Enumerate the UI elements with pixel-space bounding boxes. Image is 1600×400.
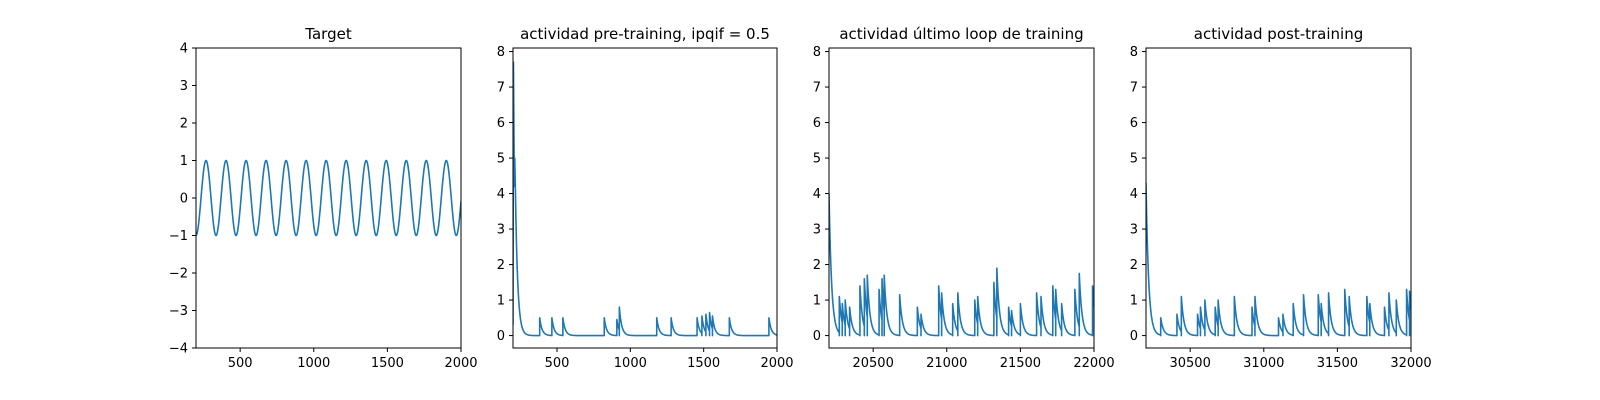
x-tick-label: 30500 <box>1169 356 1210 371</box>
x-tick-label: 21500 <box>1000 356 1041 371</box>
x-tick-label: 21000 <box>926 356 967 371</box>
y-tick-label: 8 <box>813 45 821 60</box>
y-tick-label: 1 <box>180 154 188 169</box>
y-tick-label: 1 <box>813 294 821 309</box>
x-tick-label: 2000 <box>760 356 793 371</box>
y-tick-label: 6 <box>813 116 821 131</box>
y-tick-label: 3 <box>1130 223 1138 238</box>
x-tick-label: 22000 <box>1073 356 1114 371</box>
y-tick-label: 0 <box>497 329 505 344</box>
y-tick-label: 2 <box>1130 258 1138 273</box>
y-tick-label: 2 <box>180 117 188 132</box>
y-tick-label: 6 <box>497 116 505 131</box>
x-tick-label: 20500 <box>852 356 893 371</box>
x-tick-label: 1500 <box>687 356 720 371</box>
y-tick-label: 0 <box>813 329 821 344</box>
y-tick-label: 7 <box>497 81 505 96</box>
x-tick-label: 32000 <box>1390 356 1431 371</box>
y-tick-label: 4 <box>180 42 188 57</box>
y-tick-label: 1 <box>1130 294 1138 309</box>
y-tick-label: 7 <box>1130 81 1138 96</box>
series-line <box>196 159 461 237</box>
y-tick-label: 8 <box>1130 45 1138 60</box>
subplot-target: Target 500 1000 1500 2000 −4 −3 −2 −1 0 1 2 3 4 <box>169 25 478 371</box>
y-tick-label: 4 <box>497 187 505 202</box>
plot-area: 20500 21000 21500 22000 0 1 2 3 4 5 6 7 8 <box>813 45 1115 371</box>
y-tick-label: 3 <box>813 223 821 238</box>
x-tick-label: 2000 <box>444 356 477 371</box>
y-tick-label: −4 <box>169 342 188 357</box>
series-line <box>513 61 777 337</box>
series-line <box>1146 182 1411 337</box>
y-tick-label: 2 <box>813 258 821 273</box>
x-tick-label: 1500 <box>371 356 404 371</box>
y-tick-label: 5 <box>813 152 821 167</box>
y-tick-label: 6 <box>1130 116 1138 131</box>
x-tick-label: 1000 <box>297 356 330 371</box>
plot-area: 500 1000 1500 2000 0 1 2 3 4 5 6 7 8 <box>497 45 794 371</box>
y-tick-label: 1 <box>497 294 505 309</box>
subplot-pre-training: actividad pre-training, ipqif = 0.5 500 1… <box>497 25 794 371</box>
y-tick-label: 3 <box>497 223 505 238</box>
y-tick-label: 0 <box>180 192 188 207</box>
x-tick-label: 1000 <box>614 356 647 371</box>
y-tick-label: 3 <box>180 79 188 94</box>
series-line <box>829 193 1094 337</box>
y-tick-label: 5 <box>1130 152 1138 167</box>
y-tick-label: 4 <box>813 187 821 202</box>
subplot-last-training-loop: actividad último loop de training 20500 2… <box>813 25 1115 371</box>
y-tick-label: 0 <box>1130 329 1138 344</box>
y-tick-label: −1 <box>169 229 188 244</box>
subplot-title: actividad pre-training, ipqif = 0.5 <box>520 25 770 43</box>
x-tick-label: 31000 <box>1243 356 1284 371</box>
x-tick-label: 31500 <box>1317 356 1358 371</box>
axes-frame <box>828 47 1095 349</box>
axes-frame <box>1145 47 1412 349</box>
y-tick-label: 5 <box>497 152 505 167</box>
x-tick-label: 500 <box>228 356 253 371</box>
y-tick-label: 8 <box>497 45 505 60</box>
subplot-title: Target <box>304 25 352 43</box>
x-tick-label: 500 <box>545 356 570 371</box>
y-tick-label: −3 <box>169 304 188 319</box>
y-tick-label: −2 <box>169 267 188 282</box>
subplot-title: actividad último loop de training <box>839 25 1083 43</box>
y-tick-label: 7 <box>813 81 821 96</box>
subplot-title: actividad post-training <box>1194 25 1363 43</box>
plot-area: 30500 31000 31500 32000 0 1 2 3 4 5 6 7 8 <box>1130 45 1432 371</box>
y-tick-label: 4 <box>1130 187 1138 202</box>
y-tick-label: 2 <box>497 258 505 273</box>
axes-frame <box>512 47 778 349</box>
plot-area: 500 1000 1500 2000 −4 −3 −2 −1 0 1 2 3 4 <box>169 42 478 372</box>
subplot-post-training: actividad post-training 30500 31000 31500 3… <box>1130 25 1432 371</box>
